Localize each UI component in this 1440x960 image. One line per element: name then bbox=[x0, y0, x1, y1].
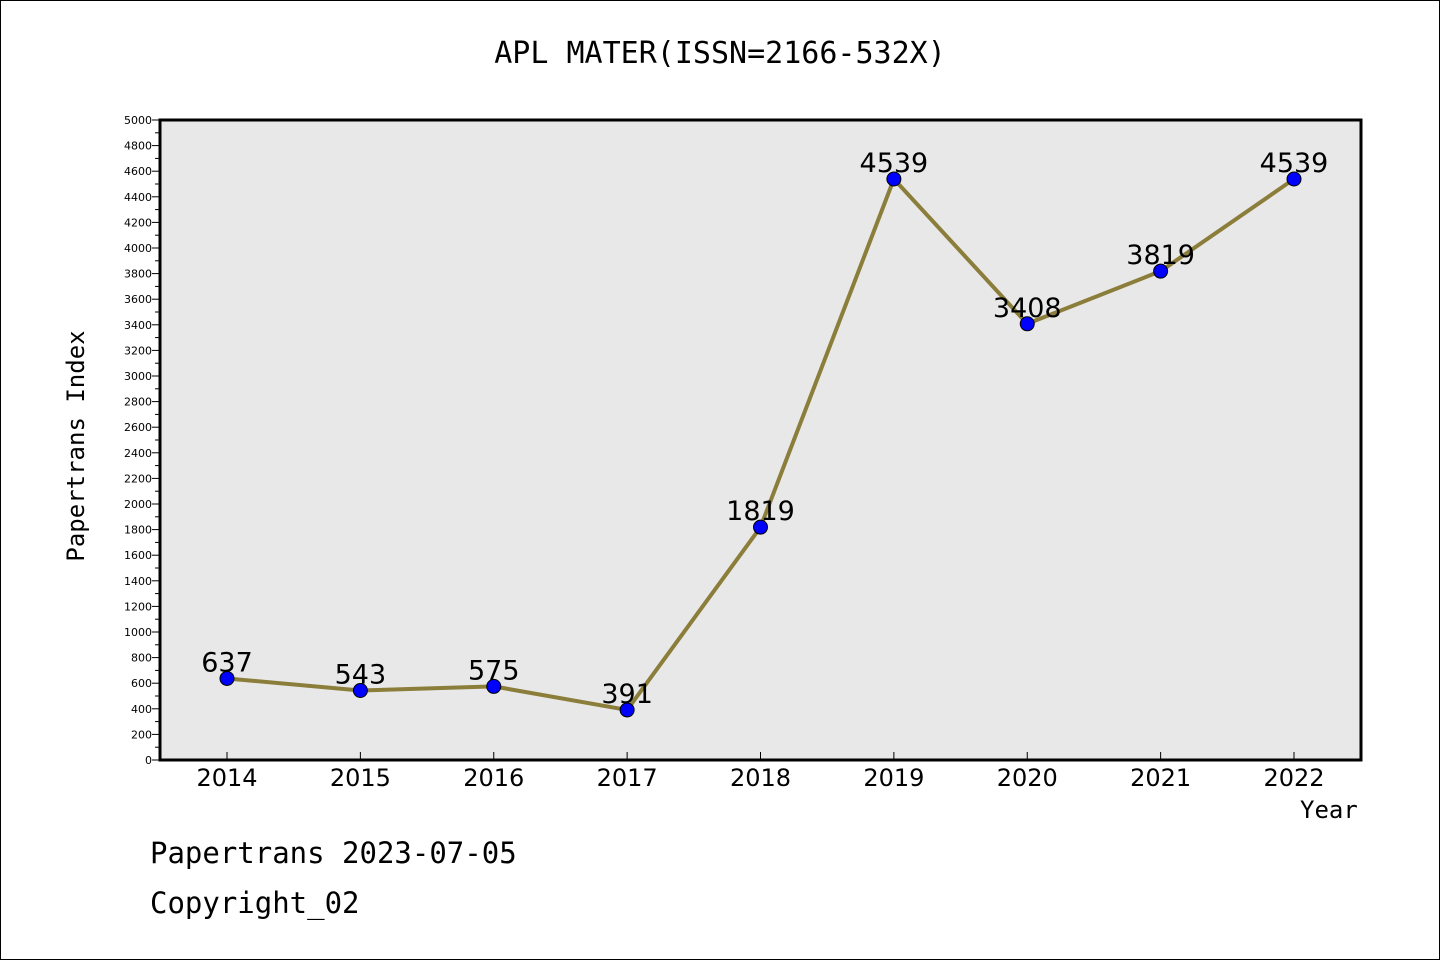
y-tick-label: 2600 bbox=[124, 421, 152, 434]
data-label: 543 bbox=[335, 659, 387, 690]
data-label: 3408 bbox=[993, 293, 1062, 324]
y-tick-label: 4800 bbox=[124, 140, 152, 153]
y-tick-label: 400 bbox=[131, 703, 152, 716]
data-label: 3819 bbox=[1126, 240, 1195, 271]
x-tick-label: 2017 bbox=[597, 764, 658, 792]
y-tick-label: 3600 bbox=[124, 293, 152, 306]
y-tick-label: 3200 bbox=[124, 344, 152, 357]
y-tick-label: 2000 bbox=[124, 498, 152, 511]
plot-border bbox=[158, 118, 1363, 762]
y-tick-label: 2400 bbox=[124, 447, 152, 460]
y-tick-label: 2800 bbox=[124, 396, 152, 409]
data-point bbox=[352, 682, 368, 698]
x-tick-label: 2016 bbox=[463, 764, 524, 792]
footer-date-stamp: Papertrans 2023-07-05 bbox=[150, 836, 517, 870]
y-tick-label: 200 bbox=[131, 728, 152, 741]
y-tick-label: 4600 bbox=[124, 165, 152, 178]
y-tick-label: 4200 bbox=[124, 216, 152, 229]
y-tick-label: 1800 bbox=[124, 524, 152, 537]
x-tick-label: 2015 bbox=[330, 764, 391, 792]
y-tick-label: 2200 bbox=[124, 472, 152, 485]
data-label: 391 bbox=[601, 679, 653, 710]
data-label: 4539 bbox=[860, 148, 929, 179]
data-label: 575 bbox=[468, 655, 520, 686]
x-tick-label: 2022 bbox=[1263, 764, 1324, 792]
data-label: 637 bbox=[201, 647, 253, 678]
y-tick-label: 1400 bbox=[124, 575, 152, 588]
data-point bbox=[1286, 171, 1302, 187]
x-tick-label: 2021 bbox=[1130, 764, 1191, 792]
y-tick-label: 3000 bbox=[124, 370, 152, 383]
y-tick-label: 3800 bbox=[124, 268, 152, 281]
y-tick-label: 4000 bbox=[124, 242, 152, 255]
data-point bbox=[886, 171, 902, 187]
x-tick-label: 2018 bbox=[730, 764, 791, 792]
x-tick-label: 2020 bbox=[997, 764, 1058, 792]
y-tick-label: 800 bbox=[131, 652, 152, 665]
y-tick-label: 1200 bbox=[124, 600, 152, 613]
y-tick-label: 5000 bbox=[124, 114, 152, 127]
y-tick-label: 3400 bbox=[124, 319, 152, 332]
x-tick-label: 2019 bbox=[863, 764, 924, 792]
y-tick-label: 600 bbox=[131, 677, 152, 690]
x-tick-label: 2014 bbox=[196, 764, 257, 792]
data-point bbox=[1019, 316, 1035, 332]
data-point bbox=[619, 702, 635, 718]
footer-copyright: Copyright_02 bbox=[150, 886, 360, 920]
data-point bbox=[753, 519, 768, 535]
data-point bbox=[1153, 263, 1169, 279]
plot-area bbox=[160, 120, 1361, 760]
x-axis-label: Year bbox=[1300, 796, 1358, 824]
data-label: 4539 bbox=[1260, 148, 1329, 179]
chart-title: APL MATER(ISSN=2166-532X) bbox=[494, 36, 946, 71]
y-tick-label: 4400 bbox=[124, 191, 152, 204]
data-point bbox=[486, 678, 502, 694]
data-label: 1819 bbox=[726, 496, 795, 527]
y-tick-label: 1000 bbox=[124, 626, 152, 639]
y-tick-label: 0 bbox=[145, 754, 152, 767]
data-point bbox=[219, 670, 235, 686]
y-tick-label: 1600 bbox=[124, 549, 152, 562]
